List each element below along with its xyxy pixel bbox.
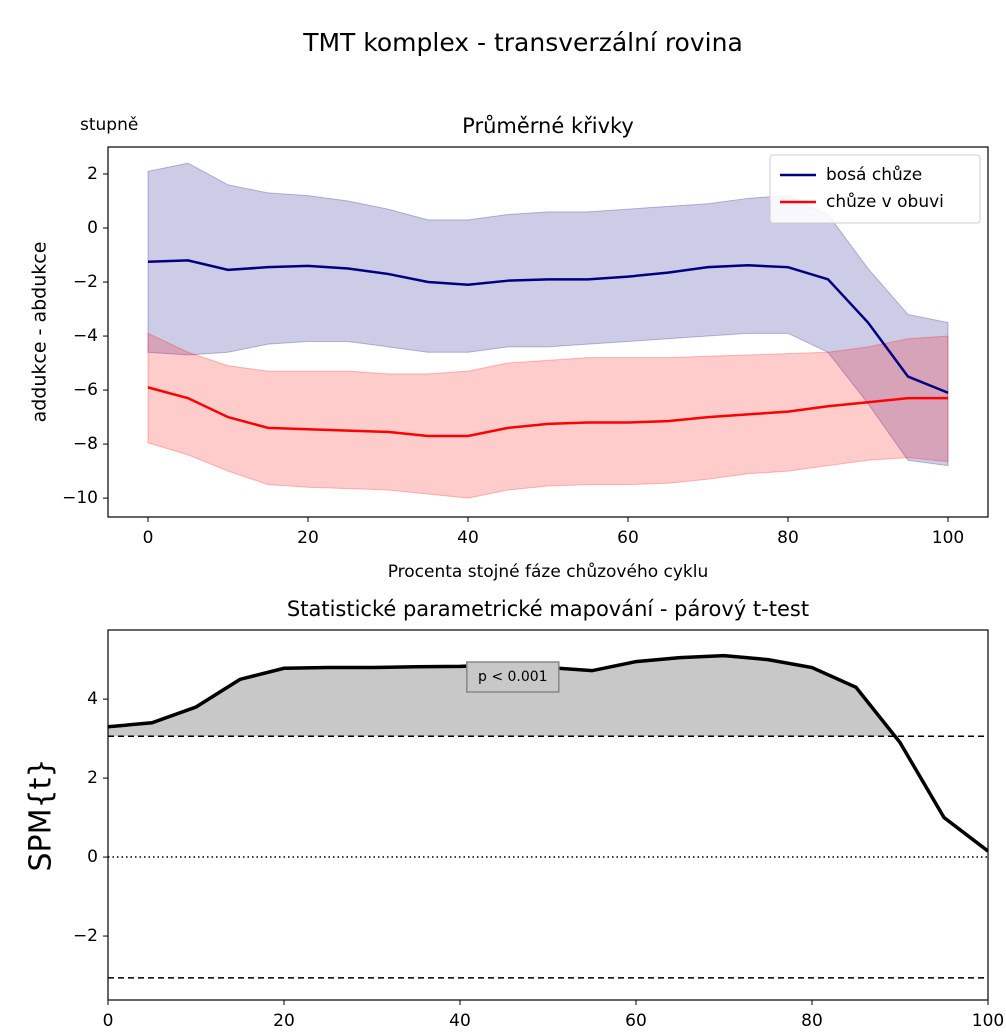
y-tick-label: 0 <box>87 847 98 867</box>
y-tick-label: −6 <box>73 380 98 400</box>
x-tick-label: 20 <box>297 528 319 548</box>
y-tick-label: −4 <box>73 326 98 346</box>
confidence-band <box>147 162 949 467</box>
x-tick-label: 0 <box>103 1011 114 1031</box>
annotation-box <box>466 661 560 693</box>
unit-label: stupně <box>80 115 138 135</box>
x-tick-label: 20 <box>273 1011 295 1031</box>
y-tick-label: −10 <box>62 488 98 508</box>
axes-frame <box>107 629 989 1001</box>
x-tick-label: 100 <box>932 528 964 548</box>
y-tick-label: 2 <box>87 164 98 184</box>
series-line <box>147 259 949 394</box>
plot-area <box>147 162 949 499</box>
x-tick-label: 0 <box>143 528 154 548</box>
series-line <box>147 386 948 438</box>
x-tick-label: 100 <box>972 1011 1004 1031</box>
legend-label: bosá chůze <box>826 165 922 185</box>
x-tick-label: 80 <box>801 1011 823 1031</box>
y-axis-label: addukce - abdukce <box>29 242 51 423</box>
x-tick-label: 60 <box>617 528 639 548</box>
x-tick-label: 60 <box>625 1011 647 1031</box>
axes-frame <box>107 146 989 518</box>
plot-area <box>108 653 988 979</box>
y-tick-label: −8 <box>73 434 98 454</box>
x-tick-label: 40 <box>457 528 479 548</box>
x-tick-label: 80 <box>777 528 799 548</box>
x-tick-label: 40 <box>449 1011 471 1031</box>
y-tick-label: −2 <box>73 272 98 292</box>
legend-label: chůze v obuvi <box>826 192 944 212</box>
y-axis-label: SPM{t} <box>24 759 59 872</box>
y-tick-label: 2 <box>87 768 98 788</box>
axes-title: Statistické parametrické mapování - páro… <box>287 597 809 621</box>
suprathreshold-area <box>108 655 988 737</box>
y-tick-label: 0 <box>87 218 98 238</box>
annotation: p < 0.001 <box>478 669 548 685</box>
x-axis-label: Procenta stojné fáze chůzového cyklu <box>388 562 709 582</box>
confidence-band <box>147 332 949 499</box>
figure-title: TMT komplex - transverzální rovina <box>302 28 743 57</box>
axes-title: Průměrné křivky <box>462 114 634 138</box>
legend-box <box>769 154 981 224</box>
y-tick-label: 4 <box>87 689 98 709</box>
y-tick-label: −2 <box>73 926 98 946</box>
